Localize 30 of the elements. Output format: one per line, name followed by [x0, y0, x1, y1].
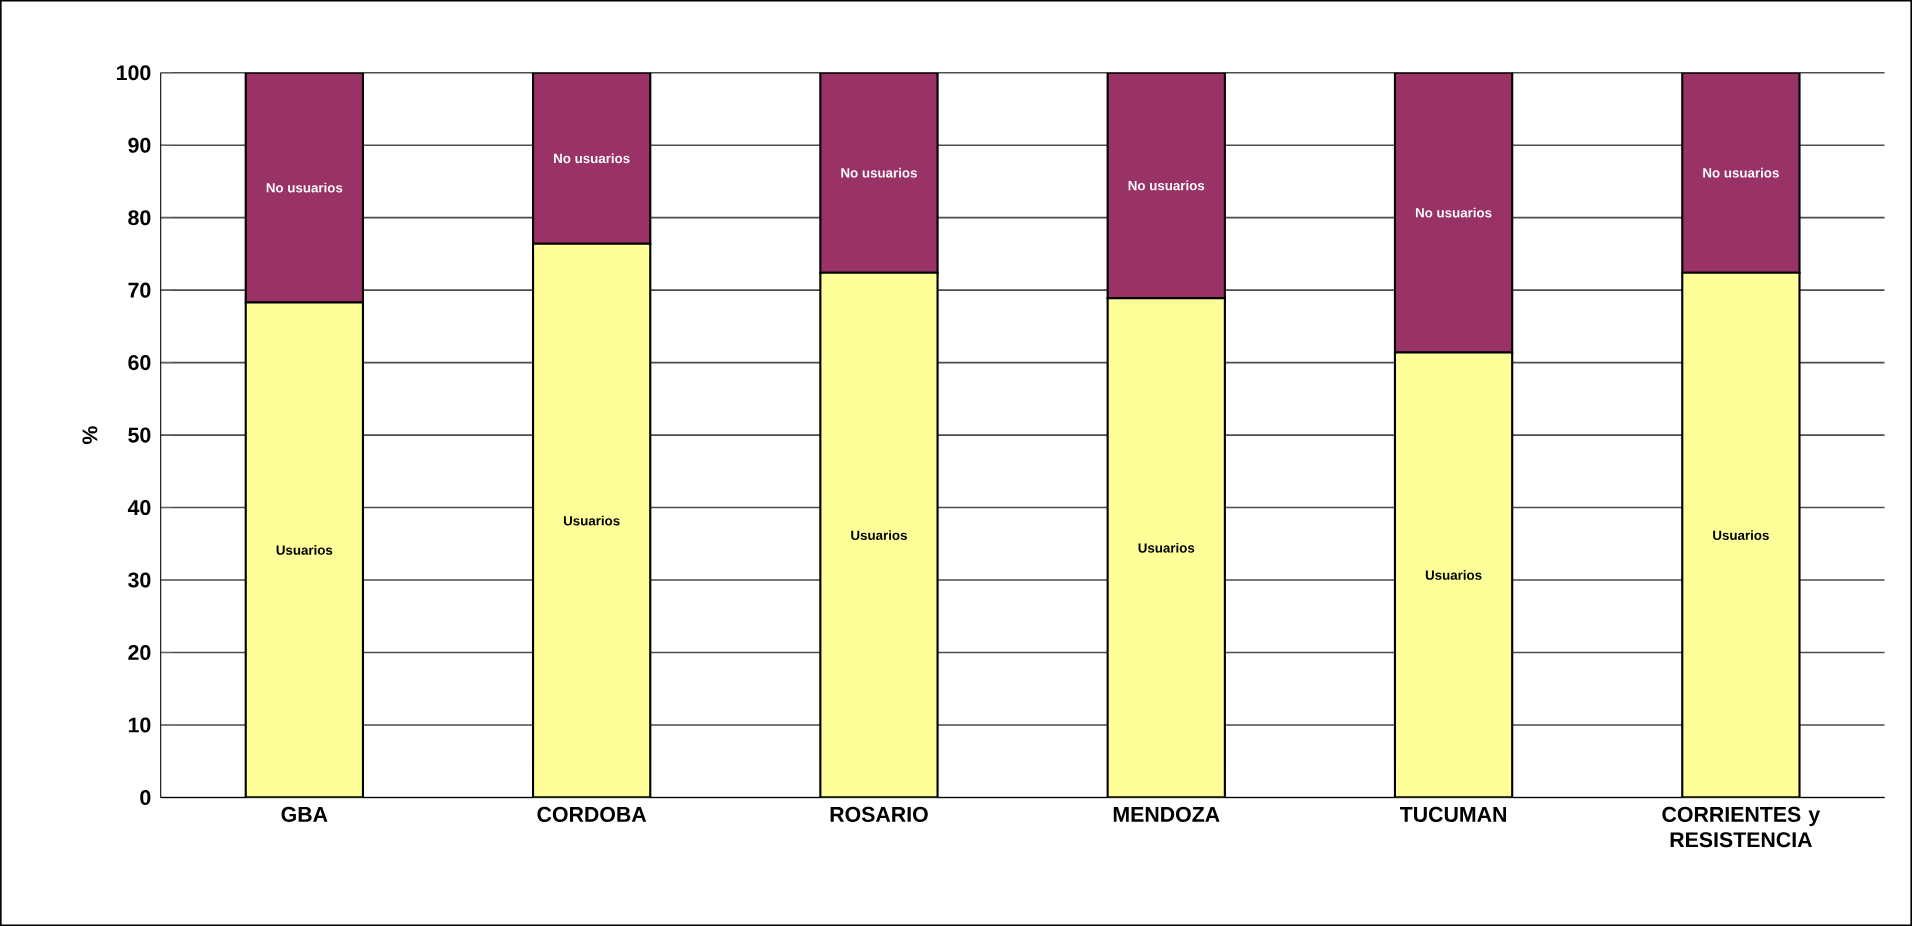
bar [1681, 72, 1801, 274]
y-tick-label: 30 [128, 572, 151, 588]
bar [531, 72, 652, 245]
y-axis-title: % [82, 426, 98, 444]
y-tick-label: 80 [128, 210, 151, 226]
y-tick-label: 60 [128, 355, 151, 371]
y-tick-label: 40 [127, 499, 151, 516]
y-tick-label: 70 [128, 282, 151, 298]
bar [819, 72, 939, 274]
y-tick-label: 100 [117, 65, 151, 81]
bar [244, 301, 365, 798]
bar [244, 72, 365, 304]
x-tick-label: ROSARIO [830, 806, 928, 822]
x-tick-label: MENDOZA [1113, 806, 1220, 822]
y-tick-label: 10 [128, 717, 151, 733]
bar [1393, 72, 1514, 354]
bar [1393, 351, 1514, 798]
x-tick-label: CORDOBA [537, 806, 647, 822]
x-tick-label: TUCUMAN [1399, 806, 1506, 822]
y-tick-label: 0 [140, 789, 151, 805]
y-tick-label: 90 [128, 137, 151, 153]
bar [531, 242, 652, 798]
bar [1106, 72, 1226, 300]
y-tick-label: 20 [128, 644, 151, 660]
bar [819, 271, 939, 798]
bar [1681, 271, 1801, 798]
bar [1106, 296, 1226, 798]
x-tick-label: GBA [281, 806, 328, 822]
x-tick-label: CORRIENTES y RESISTENCIA [1662, 806, 1821, 848]
y-tick-label: 50 [128, 427, 151, 443]
